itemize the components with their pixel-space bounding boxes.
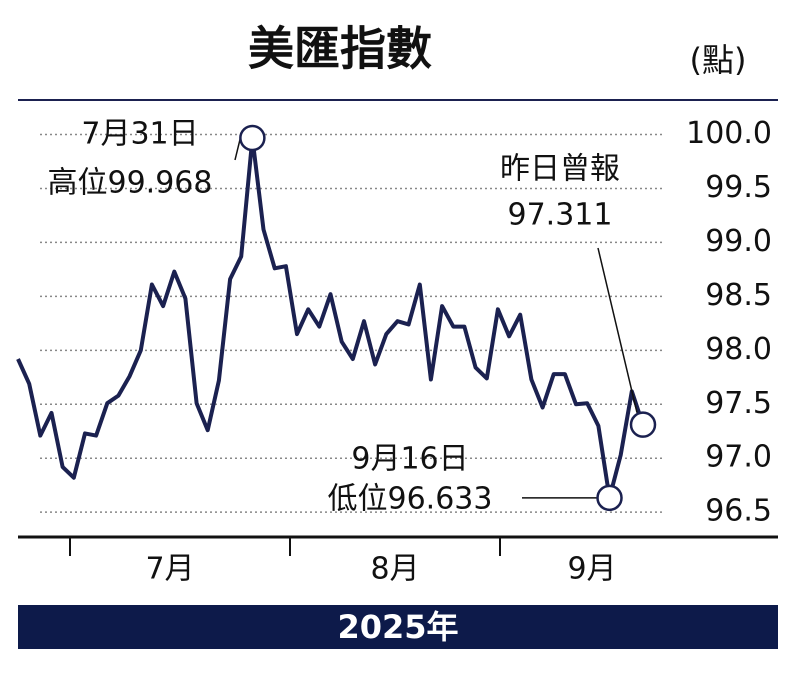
month-label: 7月 [145, 552, 194, 587]
annotation: 97.311 [508, 198, 613, 233]
y-tick-label: 100.0 [686, 116, 772, 151]
annotation: 9月16日 [351, 442, 468, 477]
leader [597, 247, 638, 413]
annotation: 昨日曾報 [500, 152, 620, 187]
footer-bar [18, 605, 778, 649]
month-label: 8月 [370, 552, 419, 587]
leader [234, 137, 242, 161]
footer-year: 2025年 [337, 608, 458, 646]
y-tick-label: 99.0 [705, 224, 772, 259]
y-tick-label: 99.5 [705, 170, 772, 205]
y-tick-label: 97.0 [705, 440, 772, 475]
point-marker [596, 484, 623, 512]
y-tick-label: 97.5 [705, 386, 772, 421]
point-marker [239, 124, 266, 152]
unit-label: (點) [690, 41, 747, 79]
annotation: 高位99.968 [48, 166, 213, 201]
month-label: 9月 [567, 552, 616, 587]
annotation: 低位96.633 [328, 482, 493, 517]
y-tick-label: 96.5 [705, 494, 772, 529]
annotation: 7月31日 [81, 117, 198, 152]
point-marker [629, 411, 657, 438]
y-tick-label: 98.0 [705, 332, 772, 367]
y-tick-label: 98.5 [705, 278, 772, 313]
data-line [16, 136, 645, 500]
chart-title: 美匯指數 [248, 22, 432, 76]
